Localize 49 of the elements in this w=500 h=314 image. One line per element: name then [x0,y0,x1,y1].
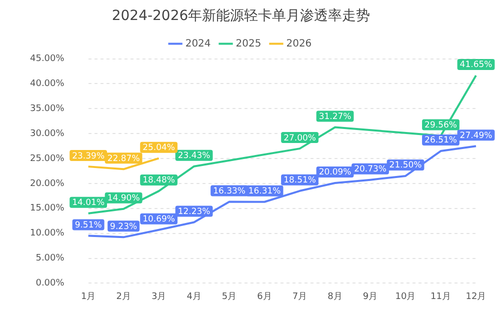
data-label: 16.33% [213,186,246,196]
x-tick-label: 7月 [292,292,308,302]
data-label: 25.04% [142,143,176,154]
chart-title: 2024-2026年新能源轻卡单月渗透率走势 [112,8,370,24]
y-tick-label: 15.00% [30,204,65,214]
y-tick-label: 0.00% [36,278,65,289]
x-tick-label: 11月 [430,292,451,302]
data-label: 22.87% [107,154,140,164]
data-label: 29.56% [424,120,457,130]
x-tick-label: 9月 [362,292,378,302]
y-tick-label: 5.00% [36,254,65,264]
data-label: 18.51% [284,176,316,186]
legend-label: 2024 [185,38,211,50]
data-label: 27.49% [460,130,492,141]
data-label: 41.65% [460,60,492,70]
data-label: 9.51% [74,220,102,230]
y-tick-label: 10.00% [30,228,65,239]
y-tick-label: 45.00% [30,54,65,64]
data-label: 20.09% [318,168,352,178]
x-tick-label: 4月 [186,292,202,302]
data-label: 21.50% [389,160,422,171]
data-label: 10.69% [142,214,176,225]
data-label: 14.90% [107,194,140,204]
legend-label: 2026 [286,38,312,50]
data-label: 18.48% [142,176,176,186]
data-label: 12.23% [178,206,210,217]
legend-label: 2025 [236,38,262,50]
data-label: 16.31% [248,186,281,197]
x-tick-label: 8月 [328,292,342,302]
data-label: 27.00% [284,133,316,144]
x-tick-label: 5月 [222,292,237,302]
data-label: 23.39% [72,151,105,162]
y-tick-label: 25.00% [30,154,65,164]
data-label: 9.23% [110,222,138,232]
data-label: 31.27% [318,112,352,122]
data-label: 23.43% [178,151,210,162]
data-label: 20.73% [354,164,386,175]
x-tick-label: 2月 [116,292,131,302]
x-tick-label: 6月 [257,292,272,302]
x-tick-label: 10月 [395,292,416,302]
x-tick-label: 12月 [466,292,486,302]
x-tick-label: 3月 [151,292,166,302]
y-tick-label: 30.00% [30,128,65,139]
data-label: 14.01% [72,198,105,208]
y-tick-label: 35.00% [30,104,65,114]
x-tick-label: 1月 [80,292,96,302]
data-label: 26.51% [424,136,457,146]
y-tick-label: 40.00% [30,79,65,90]
y-tick-label: 20.00% [30,178,65,189]
